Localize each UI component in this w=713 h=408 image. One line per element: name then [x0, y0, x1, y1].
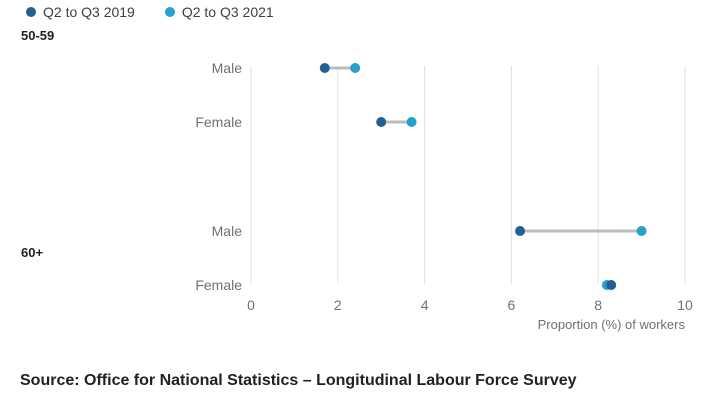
legend-item-2021[interactable]: Q2 to Q3 2021: [164, 4, 274, 20]
legend-label-2021: Q2 to Q3 2021: [181, 4, 274, 20]
legend-item-2019[interactable]: Q2 to Q3 2019: [26, 4, 135, 20]
x-tick-label-0: 0: [247, 297, 255, 313]
dumbbell-chart: 0 2 4 6 8 10 Proportion (%) of workers 50-59 60+…: [21, 28, 693, 332]
x-axis-label: Proportion (%) of workers: [538, 317, 686, 332]
source-note: Source: Office for National Statistics –…: [20, 372, 577, 389]
legend-dot-icon-2019: [26, 7, 36, 17]
x-tick-label-6: 6: [508, 297, 516, 313]
point-2019-2: [515, 226, 526, 236]
category-label-60+-female: Female: [195, 277, 242, 293]
x-tick-label-4: 4: [421, 297, 429, 313]
x-tick-label-8: 8: [594, 297, 602, 313]
group-label-50-59: 50-59: [21, 28, 54, 43]
legend-dot-icon-2021: [164, 7, 175, 17]
x-tick-label-10: 10: [677, 297, 693, 313]
category-label-50-59-male: Male: [212, 60, 243, 76]
legend: Q2 to Q3 2019 Q2 to Q3 2021: [26, 4, 274, 20]
point-2019-3: [606, 280, 617, 290]
point-2019-1: [376, 117, 387, 127]
point-2021-1: [406, 117, 417, 127]
x-tick-label-2: 2: [334, 297, 342, 313]
category-label-50-59-female: Female: [195, 114, 242, 130]
point-2021-2: [636, 226, 647, 236]
legend-label-2019: Q2 to Q3 2019: [43, 4, 135, 20]
point-2019-0: [319, 63, 330, 73]
point-2021-0: [350, 63, 361, 73]
group-label-60+: 60+: [21, 245, 43, 260]
category-label-60+-male: Male: [212, 223, 243, 239]
